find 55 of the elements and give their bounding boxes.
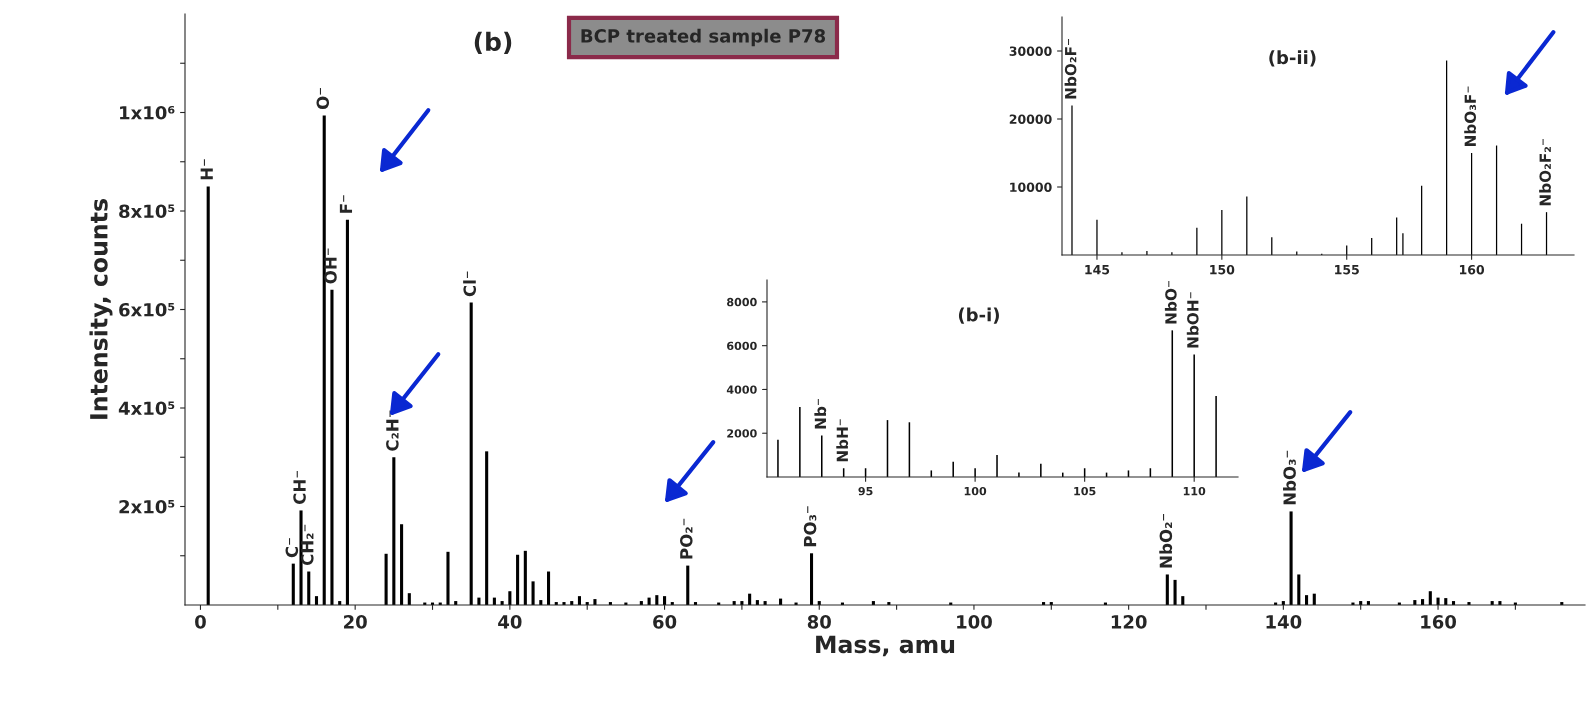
y-tick-label: 8000 <box>727 297 757 307</box>
annotation: NbO₃F⁻ <box>1464 86 1477 147</box>
annotation: CH₂⁻ <box>300 524 314 566</box>
y-tick-label: 2x10⁵ <box>119 499 175 514</box>
x-tick-label: 0 <box>195 615 206 629</box>
x-tick-label: 160 <box>1459 264 1485 275</box>
y-tick-label: 8x10⁵ <box>119 204 175 219</box>
annotation: Nb⁻ <box>814 399 827 429</box>
y-tick-label: 30000 <box>1009 46 1052 56</box>
x-tick-label: 155 <box>1335 265 1359 275</box>
annotation: C⁻ <box>285 538 299 558</box>
annotation: NbO₂F₂⁻ <box>1539 139 1551 206</box>
annotation: F⁻ <box>339 195 353 213</box>
y-tick-label: 4x10⁵ <box>118 401 175 416</box>
annotation: NbO₂F⁻ <box>1064 38 1077 99</box>
x-tick-label: 40 <box>498 615 522 629</box>
annotation: PO₃⁻ <box>803 506 817 547</box>
x-tick-label: 105 <box>1074 486 1096 496</box>
x-tick-label: 160 <box>1421 615 1457 629</box>
annotation: NbO₂⁻ <box>1159 513 1173 568</box>
x-tick-label: 95 <box>858 486 873 496</box>
annotation: C₂H⁻ <box>386 410 399 451</box>
x-tick-label: 60 <box>653 615 677 629</box>
x-tick-label: 110 <box>1183 486 1206 496</box>
y-tick-label: 10000 <box>1010 182 1052 192</box>
x-tick-label: 120 <box>1111 615 1147 629</box>
y-tick-label: 2000 <box>727 429 757 438</box>
y-tick-label: 1x10⁶ <box>120 105 175 120</box>
y-tick-label: 6000 <box>727 341 757 351</box>
annotation: NbH⁻ <box>836 419 849 462</box>
text: (b-ii) <box>1269 50 1316 67</box>
y-tick-label: 20000 <box>1009 114 1052 124</box>
annotation: NbOH⁻ <box>1186 292 1199 348</box>
x-tick-label: 20 <box>344 615 367 629</box>
annotation: BCP treated sample P78 <box>581 28 826 47</box>
annotation: CH⁻ <box>293 471 306 505</box>
y-axis-title: Intensity, counts <box>89 199 113 419</box>
y-tick-label: 6x10⁵ <box>119 302 175 317</box>
annotation: NbO⁻ <box>1164 281 1177 324</box>
annotation: Cl⁻ <box>463 271 477 297</box>
x-tick-label: 80 <box>807 615 831 629</box>
annotation: PO₂⁻ <box>679 518 693 559</box>
text: (b) <box>474 31 512 55</box>
annotation: NbO₃⁻ <box>1283 450 1296 505</box>
x-tick-label: 140 <box>1266 615 1302 629</box>
annotation: H⁻ <box>200 159 213 180</box>
x-axis-title: Mass, amu <box>816 635 955 657</box>
annotation: O⁻ <box>316 88 330 110</box>
y-tick-label: 4000 <box>726 385 757 394</box>
annotation: OH⁻ <box>324 248 337 284</box>
x-tick-label: 145 <box>1085 265 1110 275</box>
x-tick-label: 100 <box>957 615 992 629</box>
x-tick-label: 100 <box>964 486 987 496</box>
x-tick-label: 150 <box>1210 264 1235 275</box>
text: (b-i) <box>958 307 999 324</box>
